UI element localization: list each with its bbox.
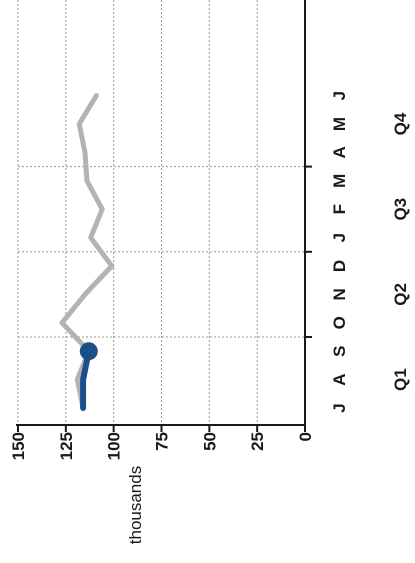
month-label: J [330, 91, 349, 100]
quarter-label: Q2 [391, 283, 410, 306]
month-label: A [330, 373, 349, 385]
quarter-label: Q4 [391, 112, 410, 135]
value-tick-label: 100 [105, 432, 124, 460]
month-label: D [330, 260, 349, 272]
value-tick-label: 25 [248, 432, 267, 451]
quarter-label: Q1 [391, 368, 410, 391]
month-label: J [330, 403, 349, 412]
quarter-label: Q3 [391, 198, 410, 221]
value-tick-label: 150 [9, 432, 28, 460]
month-label: M [330, 117, 349, 131]
month-label: N [330, 288, 349, 300]
series-end-marker-1 [79, 342, 98, 361]
value-tick-label: 125 [57, 432, 76, 460]
month-label: S [330, 346, 349, 357]
month-label: M [330, 174, 349, 188]
value-tick-label: 0 [296, 432, 315, 441]
series-layer [59, 93, 115, 411]
month-label: F [330, 204, 349, 214]
series-line-1 [80, 348, 92, 411]
month-label: J [330, 233, 349, 242]
axis-layer [16, 0, 312, 432]
label-layer: 150 125 100 75 50 25 0 thousands J A S O N D J F M A M J Q1 Q… [9, 91, 410, 544]
month-label: O [330, 316, 349, 329]
value-tick-label: 50 [200, 432, 219, 451]
grid-layer [17, 0, 306, 425]
month-label: A [330, 146, 349, 158]
value-tick-label: 75 [153, 432, 172, 451]
value-axis-title: thousands [126, 466, 145, 544]
